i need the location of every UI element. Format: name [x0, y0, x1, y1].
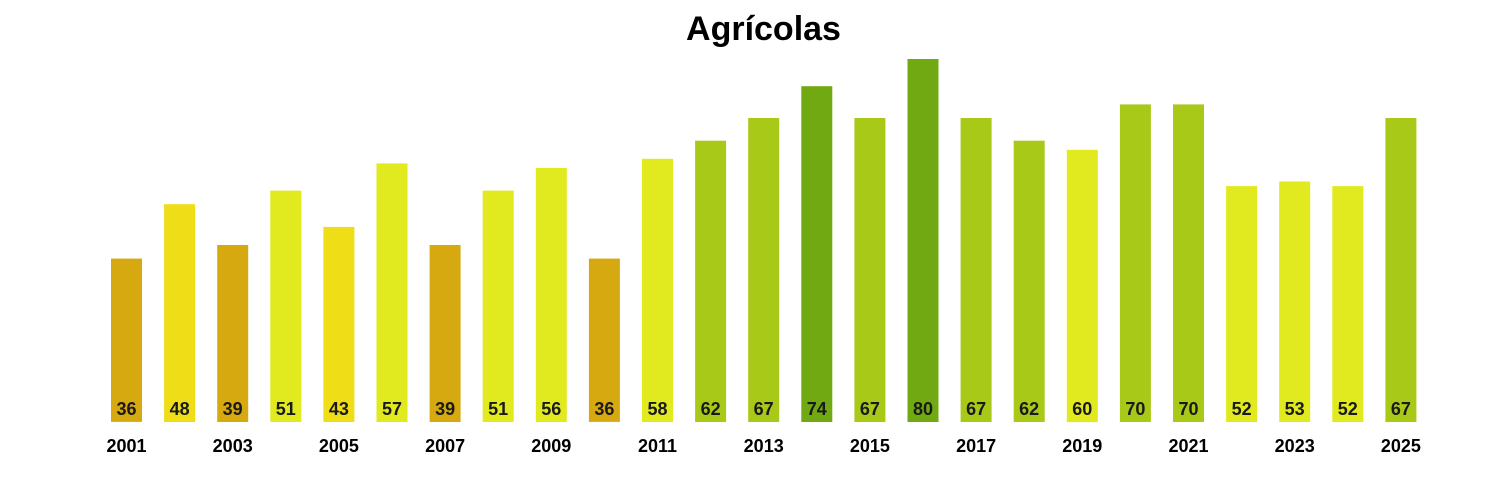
bar-2023 [1279, 181, 1311, 422]
bar-2013 [748, 118, 780, 422]
value-label-2016: 80 [913, 399, 933, 419]
x-tick-label-2025: 2025 [1381, 436, 1421, 456]
x-tick-label-2005: 2005 [319, 436, 359, 456]
x-tick-label-2011: 2011 [638, 436, 677, 456]
bar-2003 [217, 245, 249, 422]
bar-2018 [1013, 140, 1045, 422]
bar-2008 [482, 190, 514, 422]
value-label-2014: 74 [807, 399, 827, 419]
bar-2012 [695, 140, 727, 422]
x-tick-label-2009: 2009 [531, 436, 571, 456]
value-label-2012: 62 [701, 399, 721, 419]
x-tick-labels-group: 2001 2003 2005 2007 2009 2011 2013 2015 2017 2019… [106, 436, 1420, 456]
value-label-2010: 36 [594, 399, 614, 419]
bar-2011 [642, 158, 673, 423]
bar-2022 [1226, 186, 1258, 422]
x-tick-label-2015: 2015 [850, 436, 890, 456]
value-label-2011: 58 [647, 399, 667, 419]
bar-2016 [907, 59, 939, 422]
bar-2002 [164, 204, 196, 422]
value-label-2001: 36 [116, 399, 136, 419]
bar-2010 [588, 258, 620, 422]
value-label-2017: 67 [966, 399, 986, 419]
x-tick-label-2013: 2013 [744, 436, 784, 456]
value-label-2020: 70 [1125, 399, 1145, 419]
value-label-2025: 67 [1391, 399, 1411, 419]
value-label-2005: 43 [329, 399, 349, 419]
value-label-2015: 67 [860, 399, 880, 419]
bar-2025 [1385, 118, 1417, 422]
x-tick-label-2007: 2007 [425, 436, 465, 456]
x-tick-label-2019: 2019 [1062, 436, 1102, 456]
bar-2007 [429, 245, 461, 422]
x-tick-label-2023: 2023 [1275, 436, 1315, 456]
x-tick-label-2003: 2003 [213, 436, 253, 456]
value-label-2019: 60 [1072, 399, 1092, 419]
x-tick-label-2017: 2017 [956, 436, 996, 456]
value-label-2008: 51 [488, 399, 508, 419]
value-label-2013: 67 [754, 399, 774, 419]
x-tick-label-2001: 2001 [106, 436, 146, 456]
bar-2015 [854, 118, 886, 422]
bar-2005 [323, 226, 355, 422]
value-label-2022: 52 [1232, 399, 1252, 419]
value-label-2018: 62 [1019, 399, 1039, 419]
bar-2009 [535, 167, 567, 422]
bar-2001 [111, 258, 142, 422]
value-label-2007: 39 [435, 399, 455, 419]
value-label-2021: 70 [1178, 399, 1198, 419]
value-label-2009: 56 [541, 399, 561, 419]
bar-2019 [1066, 149, 1098, 423]
value-label-2006: 57 [382, 399, 402, 419]
value-label-2002: 48 [170, 399, 190, 419]
value-labels-group: 36 48 39 51 43 57 39 51 56 36 58 62 67 74 67 80 67 62 60 70… [116, 399, 1410, 419]
chart-title: Agrícolas [686, 10, 841, 48]
value-label-2004: 51 [276, 399, 296, 419]
value-label-2023: 53 [1285, 399, 1305, 419]
bar-2017 [960, 118, 992, 422]
bar-2024 [1332, 186, 1364, 422]
bar-2014 [801, 86, 833, 422]
bar-2006 [376, 163, 408, 422]
bar-2004 [270, 190, 302, 422]
bar-2021 [1173, 104, 1204, 423]
bar-2020 [1119, 104, 1151, 423]
bars-group [111, 59, 1417, 423]
x-tick-label-2021: 2021 [1168, 436, 1208, 456]
value-label-2024: 52 [1338, 399, 1358, 419]
value-label-2003: 39 [223, 399, 243, 419]
